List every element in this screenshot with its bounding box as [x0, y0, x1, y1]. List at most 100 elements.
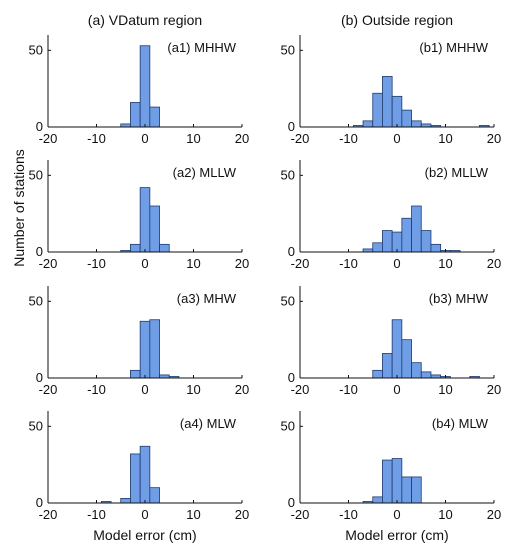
y-tick-label: 50 — [29, 418, 43, 433]
x-tick-label: 0 — [393, 256, 400, 271]
panel-label: (a3) MHW — [177, 291, 237, 306]
x-tick-label: -20 — [39, 131, 58, 146]
histogram-bar — [120, 497, 131, 504]
x-tick-label: -10 — [339, 507, 358, 522]
x-tick-label: 0 — [393, 131, 400, 146]
x-tick-label: 0 — [393, 382, 400, 397]
histogram-bar — [159, 243, 170, 253]
y-tick-label: 0 — [288, 370, 295, 385]
panel: -20 -10 0 10 20 0 50 (b4) MLW — [281, 411, 501, 522]
x-tick-label: -20 — [291, 507, 310, 522]
panel-label: (a4) MLW — [180, 416, 237, 431]
histogram-bar — [391, 319, 403, 379]
y-tick-label: 0 — [36, 119, 43, 134]
y-tick-label: 0 — [288, 495, 295, 510]
histogram-bar — [382, 76, 393, 128]
histogram-bar — [391, 458, 403, 504]
x-tick-label: 10 — [186, 256, 200, 271]
histogram-bar — [372, 496, 383, 504]
x-tick-label: 10 — [186, 507, 200, 522]
x-tick-label: 10 — [186, 131, 200, 146]
y-tick-label: 50 — [281, 167, 295, 182]
y-axis-title: Number of stations — [11, 149, 27, 267]
x-tick-label: 0 — [141, 382, 148, 397]
histogram-bar — [139, 187, 151, 253]
x-axis-title-a: Model error (cm) — [93, 527, 196, 543]
panel-label: (b4) MLW — [432, 416, 489, 431]
histogram-bar — [411, 362, 422, 379]
x-tick-label: 0 — [141, 507, 148, 522]
y-tick-label: 0 — [36, 370, 43, 385]
histogram-bar — [130, 453, 141, 504]
histogram-bar — [372, 242, 383, 253]
histogram-bar — [382, 230, 393, 253]
x-tick-label: -20 — [39, 256, 58, 271]
histogram-bar — [382, 353, 393, 379]
x-tick-label: 20 — [487, 507, 501, 522]
panel: -20 -10 0 10 20 0 50 (b2) MLLW — [281, 160, 501, 271]
y-tick-label: 50 — [281, 293, 295, 308]
x-tick-label: -20 — [39, 382, 58, 397]
histogram-bar — [420, 371, 432, 379]
y-tick-label: 50 — [281, 418, 295, 433]
histogram-bar — [430, 243, 442, 253]
x-tick-label: 0 — [141, 256, 148, 271]
panel: -20 -10 0 10 20 0 50 (b3) MHW — [281, 286, 501, 397]
histogram-bar — [401, 339, 412, 379]
y-tick-label: 50 — [29, 293, 43, 308]
x-tick-label: 20 — [235, 507, 249, 522]
histogram-bar — [372, 369, 383, 379]
x-tick-label: 20 — [235, 131, 249, 146]
x-tick-label: -20 — [291, 382, 310, 397]
column-title-b: (b) Outside region — [341, 12, 453, 28]
histogram-bar — [130, 102, 141, 128]
panel-label: (b2) MLLW — [425, 165, 489, 180]
panel: -20 -10 0 10 20 0 50 (b1) MHHW — [281, 35, 501, 146]
x-tick-label: 20 — [487, 256, 501, 271]
histogram-bar — [391, 95, 403, 128]
x-tick-label: -10 — [87, 131, 106, 146]
x-tick-label: -10 — [87, 507, 106, 522]
histogram-bar — [130, 243, 141, 253]
y-tick-label: 50 — [29, 42, 43, 57]
histogram-bar — [401, 109, 412, 128]
x-axis-title-b: Model error (cm) — [345, 527, 448, 543]
panel-label: (b3) MHW — [429, 291, 489, 306]
histogram-bar — [372, 92, 383, 128]
x-tick-label: -10 — [339, 131, 358, 146]
column-title-a: (a) VDatum region — [88, 12, 202, 28]
y-tick-label: 50 — [29, 167, 43, 182]
histogram-bar — [139, 445, 151, 504]
histogram-bar — [411, 120, 422, 128]
histogram-bar — [411, 476, 422, 504]
x-tick-label: 10 — [438, 382, 452, 397]
y-tick-label: 50 — [281, 42, 295, 57]
histogram-bar — [139, 45, 151, 128]
histogram-bar — [149, 106, 160, 128]
histogram-bar — [149, 205, 160, 253]
histogram-bar — [411, 205, 422, 253]
x-tick-label: -20 — [39, 507, 58, 522]
x-tick-label: -10 — [339, 382, 358, 397]
panel-label: (a1) MHHW — [167, 40, 236, 55]
y-tick-label: 0 — [288, 244, 295, 259]
x-tick-label: 20 — [487, 382, 501, 397]
histogram-bar — [130, 369, 141, 379]
panel: -20 -10 0 10 20 0 50 (a3) MHW — [29, 286, 249, 397]
x-tick-label: -20 — [291, 256, 310, 271]
x-tick-label: -10 — [87, 382, 106, 397]
x-tick-label: 10 — [186, 382, 200, 397]
histogram-bar — [149, 487, 160, 504]
x-tick-label: -10 — [87, 256, 106, 271]
panel: -20 -10 0 10 20 0 50 (a2) MLLW — [29, 160, 249, 271]
panel: -20 -10 0 10 20 0 50 (a4) MLW — [29, 411, 249, 522]
histogram-bar — [420, 230, 432, 253]
histogram-bar — [401, 217, 412, 253]
histogram-bar — [362, 120, 374, 128]
x-tick-label: -10 — [339, 256, 358, 271]
x-tick-label: 20 — [235, 382, 249, 397]
histogram-bar — [149, 319, 160, 379]
histogram-bar — [139, 320, 151, 379]
x-tick-label: 10 — [438, 131, 452, 146]
